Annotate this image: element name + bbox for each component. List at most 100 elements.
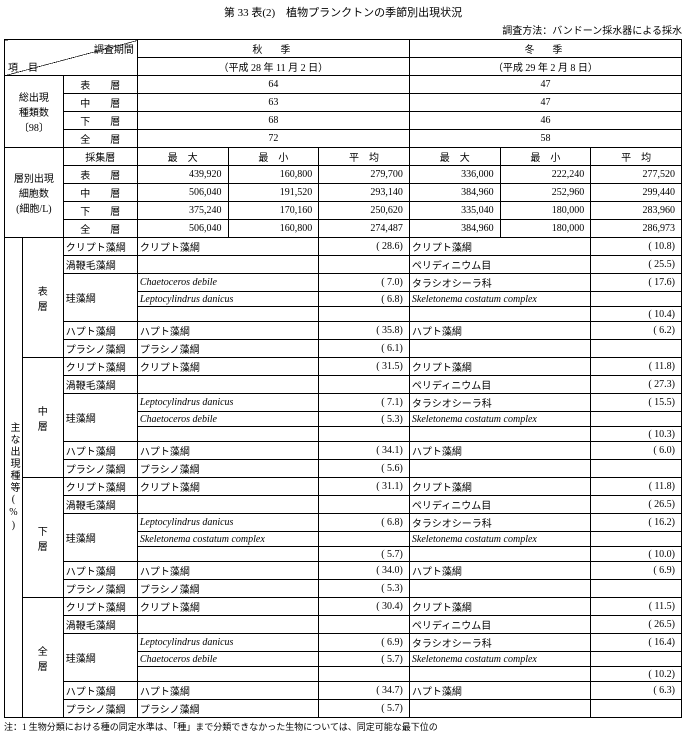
v: 335,040 <box>409 202 500 220</box>
pct-w <box>591 292 682 307</box>
pct-w: ( 26.5) <box>591 496 682 514</box>
species-w: ハプト藻綱 <box>409 562 590 580</box>
species-a: ハプト藻綱 <box>137 562 318 580</box>
species-a: クリプト藻綱 <box>137 238 318 256</box>
v: 293,140 <box>319 184 410 202</box>
pct-w <box>591 460 682 478</box>
layer-name: 中 層 <box>22 358 63 478</box>
species-a <box>137 256 318 274</box>
category: プラシノ藻綱 <box>63 460 137 478</box>
v: 160,800 <box>228 220 319 238</box>
v: 439,920 <box>137 166 228 184</box>
species-a: プラシノ藻綱 <box>137 460 318 478</box>
v: 170,160 <box>228 202 319 220</box>
max-h: 最 大 <box>409 148 500 166</box>
species-w: ペリディニウム目 <box>409 496 590 514</box>
species-a <box>137 376 318 394</box>
min-h: 最 小 <box>500 148 591 166</box>
category: 珪藻綱 <box>63 514 137 562</box>
pct-a <box>319 427 410 442</box>
pct-a: ( 6.8) <box>319 292 410 307</box>
date-winter: （平成 29 年 2 月 8 日） <box>409 58 681 76</box>
species-w <box>409 307 590 322</box>
pct-a: ( 35.8) <box>319 322 410 340</box>
v: 506,040 <box>137 220 228 238</box>
data-table: 調査期間項 目秋 季冬 季（平成 28 年 11 月 2 日）（平成 29 年 … <box>4 39 682 718</box>
pct-w: ( 10.8) <box>591 238 682 256</box>
pct-w <box>591 340 682 358</box>
pct-w: ( 11.8) <box>591 478 682 496</box>
species-w: ハプト藻綱 <box>409 322 590 340</box>
v: 250,620 <box>319 202 410 220</box>
species-w: ペリディニウム目 <box>409 616 590 634</box>
species-a: Skeletonema costatum complex <box>137 532 318 547</box>
max-h: 最 大 <box>137 148 228 166</box>
v: 191,520 <box>228 184 319 202</box>
species-w: Skeletonema costatum complex <box>409 412 590 427</box>
species-a <box>137 667 318 682</box>
pct-w <box>591 412 682 427</box>
pct-a: ( 5.7) <box>319 547 410 562</box>
category: 珪藻綱 <box>63 634 137 682</box>
species-w: タラシオシーラ科 <box>409 394 590 412</box>
category: プラシノ藻綱 <box>63 700 137 718</box>
pct-w: ( 11.5) <box>591 598 682 616</box>
category: 珪藻綱 <box>63 274 137 322</box>
pct-w: ( 16.4) <box>591 634 682 652</box>
pct-a: ( 31.5) <box>319 358 410 376</box>
species-w: ペリディニウム目 <box>409 256 590 274</box>
pct-a: ( 34.0) <box>319 562 410 580</box>
category: 渦鞭毛藻綱 <box>63 376 137 394</box>
pct-a: ( 34.1) <box>319 442 410 460</box>
table-title: 第 33 表(2) 植物プランクトンの季節別出現状況 <box>4 4 682 20</box>
layer: 全 層 <box>63 220 137 238</box>
count-w: 46 <box>409 112 681 130</box>
species-w: クリプト藻綱 <box>409 598 590 616</box>
pct-w: ( 25.5) <box>591 256 682 274</box>
category: ハプト藻綱 <box>63 682 137 700</box>
count-a: 63 <box>137 94 409 112</box>
pct-a: ( 7.0) <box>319 274 410 292</box>
species-a: ハプト藻綱 <box>137 322 318 340</box>
pct-w: ( 6.2) <box>591 322 682 340</box>
layer: 中 層 <box>63 184 137 202</box>
species-w <box>409 547 590 562</box>
layer-name: 全 層 <box>22 598 63 718</box>
category: クリプト藻綱 <box>63 238 137 256</box>
species-a: Chaetoceros debile <box>137 412 318 427</box>
category: プラシノ藻綱 <box>63 340 137 358</box>
pct-a: ( 5.3) <box>319 412 410 427</box>
count-a: 64 <box>137 76 409 94</box>
species-w: クリプト藻綱 <box>409 478 590 496</box>
date-autumn: （平成 28 年 11 月 2 日） <box>137 58 409 76</box>
species-w: クリプト藻綱 <box>409 358 590 376</box>
species-a <box>137 427 318 442</box>
layer-name: 表 層 <box>22 238 63 358</box>
species-a: Leptocylindrus danicus <box>137 514 318 532</box>
pct-a <box>319 667 410 682</box>
pct-w: ( 15.5) <box>591 394 682 412</box>
species-w: タラシオシーラ科 <box>409 274 590 292</box>
species-a: ハプト藻綱 <box>137 442 318 460</box>
v: 299,440 <box>591 184 682 202</box>
col-header: 採集層 <box>63 148 137 166</box>
species-a: クリプト藻綱 <box>137 478 318 496</box>
main-side: 主な出現種等(%) <box>5 238 23 718</box>
pct-w: ( 27.3) <box>591 376 682 394</box>
count-a: 68 <box>137 112 409 130</box>
count-w: 58 <box>409 130 681 148</box>
pct-w: ( 10.2) <box>591 667 682 682</box>
pct-a: ( 30.4) <box>319 598 410 616</box>
category: 珪藻綱 <box>63 394 137 442</box>
pct-w <box>591 700 682 718</box>
pct-a: ( 6.9) <box>319 634 410 652</box>
v: 180,000 <box>500 202 591 220</box>
species-w: タラシオシーラ科 <box>409 634 590 652</box>
v: 274,487 <box>319 220 410 238</box>
v: 336,000 <box>409 166 500 184</box>
layer: 表 層 <box>63 166 137 184</box>
category: クリプト藻綱 <box>63 358 137 376</box>
species-w <box>409 580 590 598</box>
pct-a <box>319 307 410 322</box>
count-a: 72 <box>137 130 409 148</box>
